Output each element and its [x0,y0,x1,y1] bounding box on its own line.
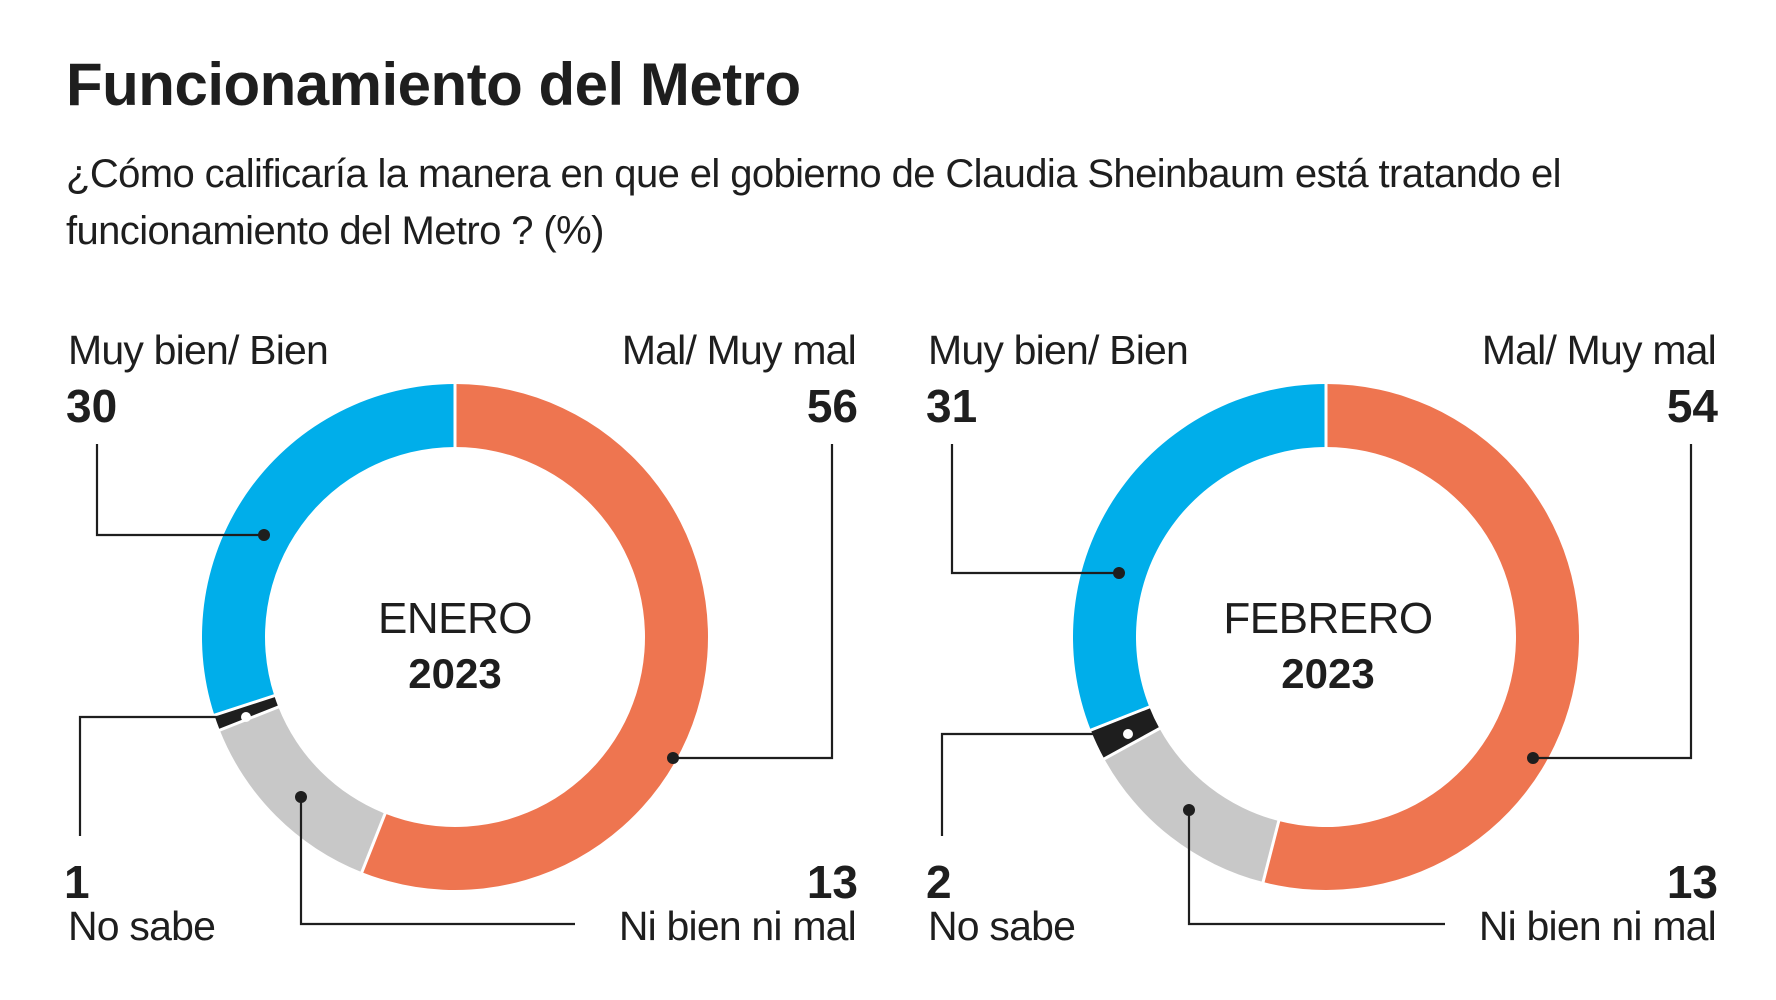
segment-mal-febrero [1263,384,1580,891]
chart-title: Funcionamiento del Metro [66,51,801,118]
value-nosabe-febrero: 2 [926,856,952,908]
value-nibien-enero: 13 [807,856,858,908]
dot-mal-febrero [1527,752,1539,764]
segment-bien-febrero [1073,384,1326,731]
label-mal-enero: Mal/ Muy mal [622,327,856,373]
donut-febrero: FEBRERO 2023 Muy bien/ Bien 31 Mal/ Muy … [926,327,1718,949]
segment-separator-enero [359,811,388,875]
dot-nibien-enero [295,791,307,803]
donut-enero: ENERO 2023 Muy bien/ Bien 30 Mal/ Muy ma… [64,327,858,949]
leader-nibien-febrero [1187,810,1445,926]
value-nosabe-enero: 1 [64,856,90,908]
chart-subtitle: ¿Cómo calificaría la manera en que el go… [66,152,1562,253]
leader-bien-enero [95,444,264,537]
segment-separator-febrero [1088,704,1152,733]
center-month-febrero: FEBRERO [1223,594,1432,643]
center-year-febrero: 2023 [1281,650,1374,697]
value-mal-febrero: 54 [1667,380,1719,432]
value-bien-enero: 30 [66,380,117,432]
segment-mal-enero [361,384,708,890]
label-nosabe-febrero: No sabe [928,903,1075,949]
center-month-enero: ENERO [378,594,532,643]
leader-nosabe-enero [78,715,234,836]
segment-separator-enero [212,693,277,718]
dot-nibien-febrero [1183,804,1195,816]
label-nibien-enero: Ni bien ni mal [619,903,856,949]
center-year-enero: 2023 [408,650,501,697]
segment-nibien-enero [219,706,386,873]
dot-bien-enero [258,529,270,541]
leader-mal-febrero [1533,444,1693,760]
label-bien-enero: Muy bien/ Bien [68,327,328,373]
leader-bien-febrero [950,444,1119,575]
donut-enero-segments [201,382,708,890]
label-nibien-febrero: Ni bien ni mal [1479,903,1716,949]
label-mal-febrero: Mal/ Muy mal [1482,327,1716,373]
value-nibien-febrero: 13 [1667,856,1718,908]
segment-separator-febrero [1101,726,1162,762]
dot-bien-febrero [1113,567,1125,579]
segment-separator-febrero [1261,818,1281,885]
leader-nosabe-febrero [940,732,1116,836]
dot-nosabe-enero [241,712,251,722]
leader-nibien-enero [299,797,575,926]
value-bien-febrero: 31 [926,380,977,432]
label-bien-febrero: Muy bien/ Bien [928,327,1188,373]
label-nosabe-enero: No sabe [68,903,215,949]
segment-bien-enero [201,384,455,716]
leader-mal-enero [673,444,834,760]
dot-nosabe-febrero [1123,729,1133,739]
dot-mal-enero [667,752,679,764]
value-mal-enero: 56 [807,380,858,432]
